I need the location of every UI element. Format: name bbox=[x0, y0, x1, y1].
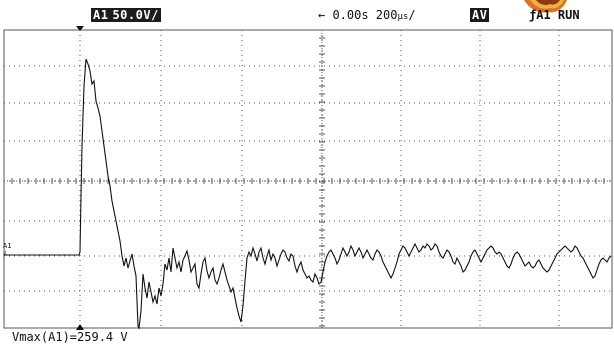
channel-name: A1 bbox=[91, 8, 111, 22]
flame-logo-icon bbox=[524, 0, 567, 13]
status-bar: A1 50.0V/ ← 0.00s 200μs/ AV ƒA1 RUN bbox=[0, 0, 614, 24]
channel-ground-marker[interactable]: A1 ⊥ bbox=[3, 243, 11, 257]
timebase-indicator[interactable]: ← 0.00s 200μs/ bbox=[318, 8, 416, 23]
waveform-trace bbox=[4, 58, 612, 330]
ground-marker-label: A1 bbox=[3, 242, 12, 250]
scope-display bbox=[3, 26, 613, 330]
channel-scale-indicator[interactable]: A1 50.0V/ bbox=[91, 8, 161, 22]
timebase-unit: μs bbox=[397, 12, 409, 22]
acq-mode-label: AV bbox=[470, 8, 490, 22]
trigger-status[interactable]: ƒA1 RUN bbox=[529, 8, 580, 22]
measurement-readout: Vmax(A1)=259.4 V bbox=[12, 330, 128, 344]
ground-marker-symbol: ⊥ bbox=[3, 249, 8, 257]
trigger-markers bbox=[76, 26, 84, 330]
acquisition-mode-badge[interactable]: AV bbox=[470, 8, 490, 22]
trigger-marker-top-icon bbox=[76, 26, 84, 31]
graticule bbox=[3, 29, 613, 329]
volts-per-division: 50.0V/ bbox=[110, 8, 161, 22]
trigger-marker-bottom-icon bbox=[76, 324, 84, 330]
graticule-border bbox=[3, 29, 613, 329]
timebase-value: ← 0.00s 200 bbox=[318, 8, 398, 22]
